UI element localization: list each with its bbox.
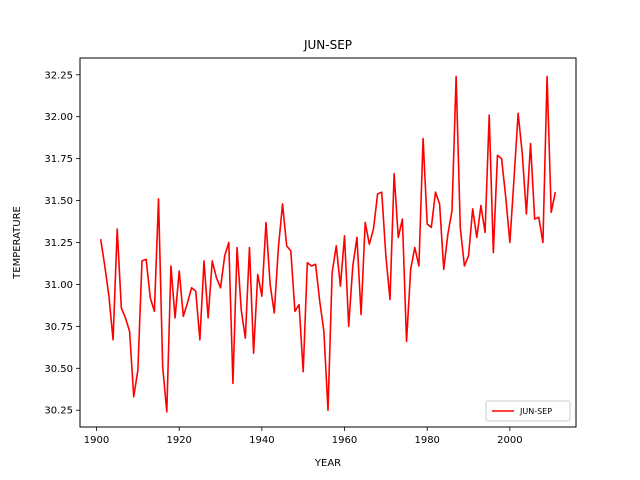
y-axis: 30.25 30.50 30.75 31.00 31.25 31.50 31.75 32.00… [44, 70, 80, 417]
plot-area [99, 75, 557, 413]
series-line-jun-sep [99, 75, 557, 413]
y-tick-label: 32.25 [44, 70, 73, 81]
x-tick-label: 2000 [497, 435, 522, 446]
legend: JUN-SEP [485, 400, 571, 422]
y-tick-label: 31.00 [44, 280, 73, 291]
y-tick-label: 30.50 [44, 364, 73, 375]
x-tick-label: 1960 [332, 435, 357, 446]
x-axis-label: YEAR [314, 458, 341, 469]
y-tick-label: 31.50 [44, 196, 73, 207]
x-tick-label: 1980 [414, 435, 439, 446]
y-tick-label: 32.00 [44, 112, 73, 123]
x-tick-label: 1940 [249, 435, 274, 446]
legend-box [485, 400, 571, 422]
y-tick-label: 30.75 [44, 322, 73, 333]
y-tick-label: 31.25 [44, 238, 73, 249]
y-axis-label: TEMPERATURE [12, 206, 23, 280]
legend-label: JUN-SEP [519, 407, 552, 416]
x-tick-label: 1920 [166, 435, 191, 446]
x-axis: 1900 1920 1940 1960 1980 2000 [84, 427, 523, 446]
y-tick-label: 31.75 [44, 154, 73, 165]
x-tick-label: 1900 [84, 435, 109, 446]
y-tick-label: 30.25 [44, 406, 73, 417]
chart-title: JUN-SEP [303, 38, 352, 52]
